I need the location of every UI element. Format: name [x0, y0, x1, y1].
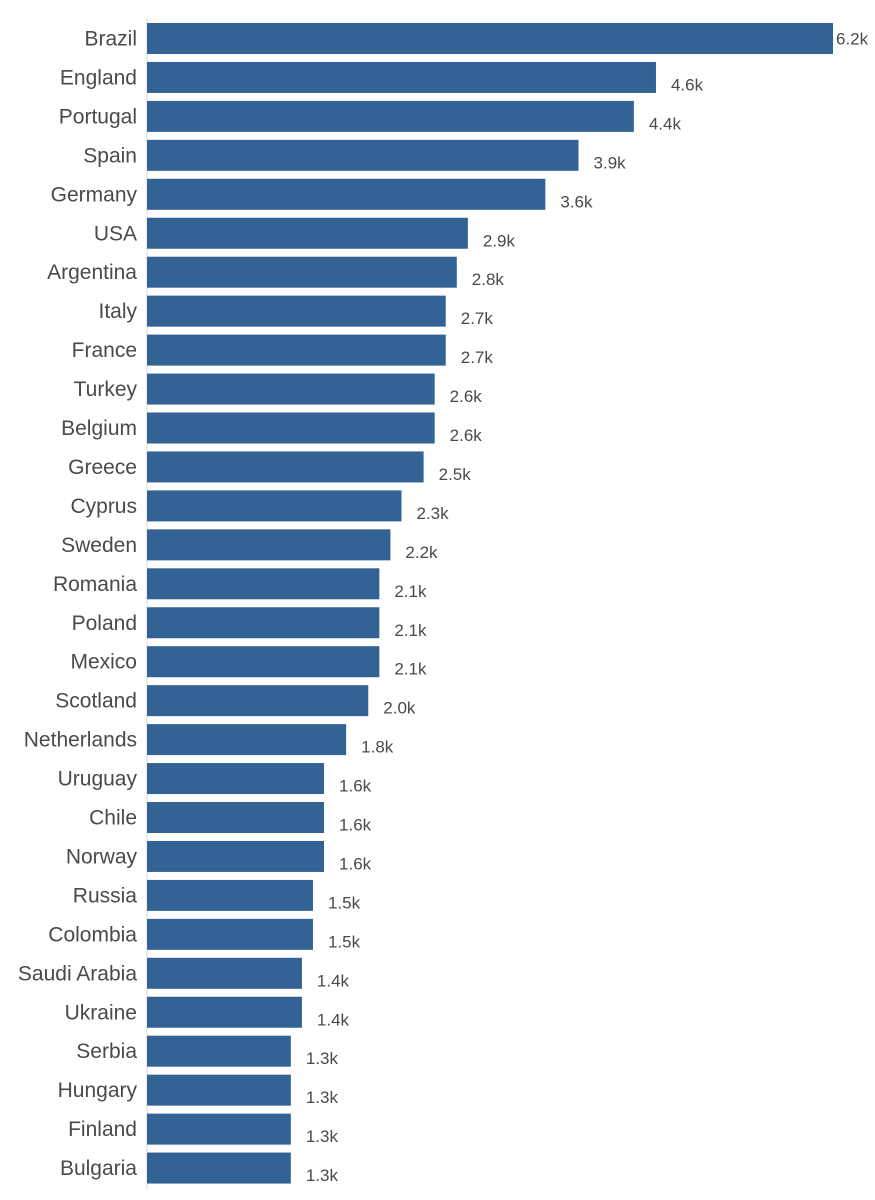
value-label: 1.3k [306, 1049, 339, 1068]
value-label: 2.8k [472, 270, 505, 289]
value-label: 2.7k [461, 348, 494, 367]
value-label: 1.6k [339, 777, 372, 796]
bar [147, 568, 380, 600]
value-label: 4.6k [671, 75, 704, 94]
value-label: 2.7k [461, 309, 494, 328]
bar [147, 1035, 291, 1067]
bar [147, 724, 347, 756]
category-label: Norway [66, 845, 138, 868]
value-label: 2.5k [439, 465, 472, 484]
value-label: 6.2k [836, 30, 869, 49]
category-label: Poland [72, 612, 137, 635]
bar [147, 217, 468, 249]
value-label: 4.4k [649, 114, 682, 133]
category-label: Portugal [59, 105, 137, 128]
value-label: 2.3k [416, 504, 449, 523]
category-label: Germany [51, 183, 138, 206]
category-label: Finland [68, 1118, 137, 1141]
bar [147, 840, 325, 872]
category-label: Brazil [84, 28, 137, 51]
category-label: Greece [68, 456, 137, 479]
value-label: 3.6k [560, 192, 593, 211]
value-label: 1.6k [339, 816, 372, 835]
bar [147, 412, 435, 444]
bar [147, 646, 380, 678]
bar [147, 879, 313, 911]
category-label: Bulgaria [60, 1157, 137, 1180]
category-label: Uruguay [58, 768, 138, 791]
bar [147, 295, 446, 327]
value-label: 2.1k [394, 582, 427, 601]
value-label: 2.0k [383, 699, 416, 718]
value-label: 2.1k [394, 660, 427, 679]
bar [147, 529, 391, 561]
category-label: Colombia [48, 923, 137, 946]
value-label: 1.3k [306, 1088, 339, 1107]
category-label: England [60, 66, 137, 89]
value-label: 1.6k [339, 854, 372, 873]
value-label: 1.3k [306, 1166, 339, 1185]
category-label: Argentina [47, 261, 137, 284]
category-label: Turkey [74, 378, 138, 401]
category-label: Scotland [55, 690, 137, 713]
bar [147, 139, 579, 171]
bar [147, 451, 424, 483]
category-label: Ukraine [65, 1001, 137, 1024]
category-label: Chile [89, 807, 137, 830]
category-label: Mexico [70, 651, 137, 674]
bar [147, 685, 369, 717]
bar [147, 100, 634, 132]
value-label: 2.6k [450, 387, 483, 406]
category-label: Romania [53, 573, 137, 596]
value-label: 2.6k [450, 426, 483, 445]
category-label: Sweden [61, 534, 137, 557]
bar [147, 1152, 291, 1184]
value-label: 1.5k [328, 932, 361, 951]
value-label: 1.4k [317, 1010, 350, 1029]
bar [147, 802, 325, 833]
category-label: Italy [98, 300, 137, 323]
value-label: 2.2k [405, 543, 438, 562]
bar [147, 1113, 291, 1145]
category-label: Serbia [76, 1040, 137, 1063]
bar [147, 178, 546, 210]
value-label: 1.4k [317, 971, 350, 990]
category-label: France [72, 339, 137, 362]
value-label: 2.1k [394, 621, 427, 640]
bar [147, 490, 402, 522]
bar [147, 918, 313, 950]
category-label: USA [94, 222, 137, 245]
bar [147, 763, 325, 795]
value-label: 3.9k [594, 153, 627, 172]
category-label: Cyprus [70, 495, 137, 518]
bar [147, 334, 446, 366]
value-label: 1.8k [361, 738, 394, 757]
category-label: Netherlands [24, 729, 137, 752]
bar [147, 607, 380, 639]
category-label: Belgium [61, 417, 137, 440]
value-label: 2.9k [483, 231, 516, 250]
bar [147, 61, 656, 93]
bar [147, 996, 302, 1028]
bar [147, 23, 833, 54]
bars-group: Brazil 6.2k England 4.6k Portugal 4.4k Spain 3.… [18, 23, 869, 1185]
category-label: Russia [73, 884, 138, 907]
category-label: Hungary [58, 1079, 138, 1102]
category-label: Saudi Arabia [18, 962, 137, 985]
bar [147, 1074, 291, 1106]
value-label: 1.3k [306, 1127, 339, 1146]
bar [147, 373, 435, 405]
value-label: 1.5k [328, 893, 361, 912]
bar [147, 957, 302, 989]
category-label: Spain [83, 144, 137, 167]
bar [147, 256, 457, 288]
